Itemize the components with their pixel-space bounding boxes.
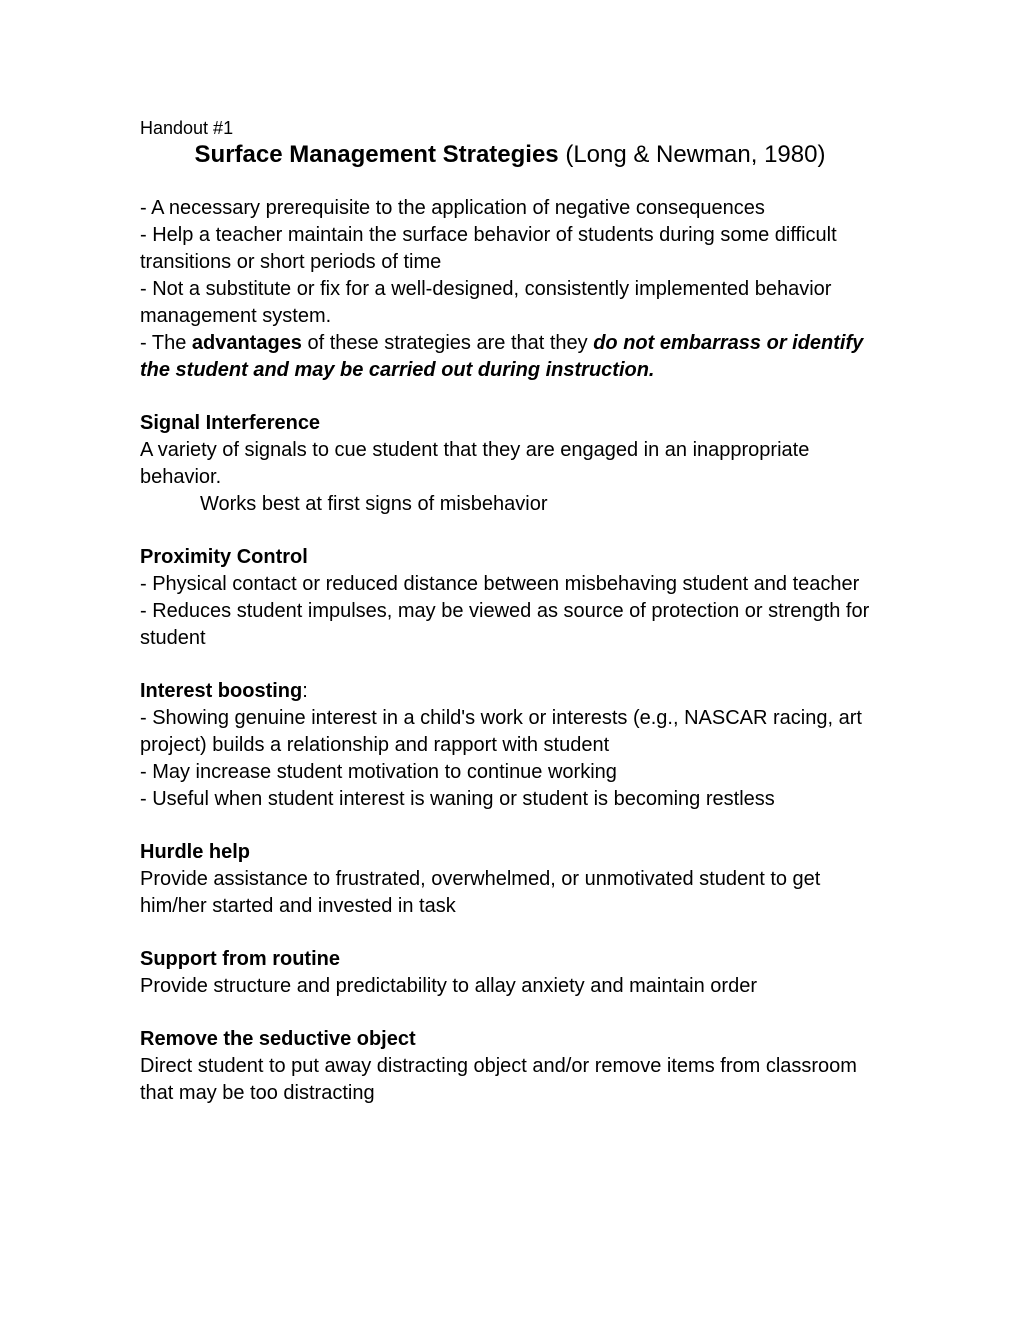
intro-line-3: - Not a substitute or fix for a well-des…	[140, 276, 880, 330]
section-heading-hurdle: Hurdle help	[140, 839, 880, 866]
section-bullet-interest-1: - Showing genuine interest in a child's …	[140, 705, 880, 759]
section-interest-boosting: Interest boosting: - Showing genuine int…	[140, 678, 880, 813]
section-bullet-proximity-2: - Reduces student impulses, may be viewe…	[140, 598, 880, 652]
intro-line-1: - A necessary prerequisite to the applic…	[140, 195, 880, 222]
section-bullet-proximity-1: - Physical contact or reduced distance b…	[140, 571, 880, 598]
intro-line-2: - Help a teacher maintain the surface be…	[140, 222, 880, 276]
section-body-hurdle: Provide assistance to frustrated, overwh…	[140, 866, 880, 920]
section-heading-signal: Signal Interference	[140, 410, 880, 437]
section-heading-proximity: Proximity Control	[140, 544, 880, 571]
title-citation: (Long & Newman, 1980)	[559, 141, 826, 168]
document-page: Handout #1 Surface Management Strategies…	[0, 0, 1020, 1233]
section-signal-interference: Signal Interference A variety of signals…	[140, 410, 880, 518]
section-heading-interest-colon: :	[302, 680, 308, 702]
section-heading-seductive: Remove the seductive object	[140, 1026, 880, 1053]
section-indent-signal: Works best at first signs of misbehavior	[140, 491, 880, 518]
section-heading-routine: Support from routine	[140, 946, 880, 973]
section-hurdle-help: Hurdle help Provide assistance to frustr…	[140, 839, 880, 920]
intro-block: - A necessary prerequisite to the applic…	[140, 195, 880, 384]
document-title: Surface Management Strategies (Long & Ne…	[140, 141, 880, 169]
handout-label: Handout #1	[140, 118, 880, 139]
section-bullet-interest-2: - May increase student motivation to con…	[140, 759, 880, 786]
section-body-routine: Provide structure and predictability to …	[140, 973, 880, 1000]
section-body-seductive: Direct student to put away distracting o…	[140, 1053, 880, 1107]
section-proximity-control: Proximity Control - Physical contact or …	[140, 544, 880, 652]
intro-line4-mid: of these strategies are that they	[302, 332, 593, 354]
section-body-signal: A variety of signals to cue student that…	[140, 437, 880, 491]
section-remove-seductive-object: Remove the seductive object Direct stude…	[140, 1026, 880, 1107]
intro-line-4: - The advantages of these strategies are…	[140, 330, 880, 384]
intro-line4-bold: advantages	[192, 332, 302, 354]
intro-line4-prefix: - The	[140, 332, 192, 354]
section-heading-interest: Interest boosting	[140, 680, 302, 702]
section-heading-interest-line: Interest boosting:	[140, 678, 880, 705]
section-support-routine: Support from routine Provide structure a…	[140, 946, 880, 1000]
section-bullet-interest-3: - Useful when student interest is waning…	[140, 786, 880, 813]
title-main: Surface Management Strategies	[195, 141, 559, 168]
